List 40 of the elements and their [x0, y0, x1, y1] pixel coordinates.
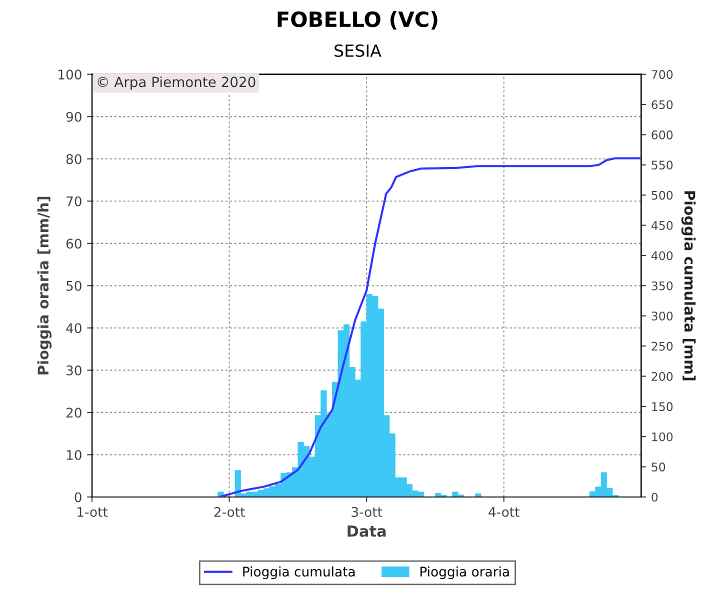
y2-tick-label: 550	[652, 160, 673, 170]
y2-axis-title: Pioggia cumulata [mm]	[681, 191, 696, 380]
y2-tick-label: 600	[652, 130, 673, 140]
y2-tick-label: 400	[651, 251, 673, 260]
legend-label: Pioggia cumulata	[243, 566, 355, 580]
x-axis-title: Data	[348, 526, 386, 537]
x-tick-label: 4-ott	[488, 507, 520, 517]
y2-tick-label: 250	[652, 342, 673, 351]
y2-tick-label: 700	[652, 70, 673, 79]
chart-title: FOBELLO (VC)	[278, 11, 438, 30]
y-tick-label: 30	[66, 365, 82, 376]
y-tick-label: 20	[66, 408, 82, 418]
y2-tick-label: 100	[652, 432, 673, 442]
bar	[475, 493, 482, 498]
y-tick-label: 40	[66, 323, 82, 334]
y-tick-label: 60	[66, 238, 82, 249]
legend-label: Pioggia oraria	[420, 566, 509, 580]
y2-tick-label: 50	[652, 462, 666, 472]
chart-subtitle: SESIA	[334, 44, 382, 57]
y2-tick-label: 650	[652, 100, 673, 110]
y2-tick-label: 500	[652, 190, 673, 200]
y2-tick-label: 300	[652, 312, 673, 321]
y-axis-title: Pioggia oraria [mm/h]	[37, 196, 52, 374]
y-tick-label: 50	[66, 280, 82, 291]
x-tick-label: 1-ott	[78, 507, 108, 517]
y2-tick-label: 350	[652, 281, 673, 290]
y2-tick-label: 450	[651, 221, 673, 230]
annotation: © Arpa Piemonte 2020	[98, 76, 256, 90]
y-tick-label: 0	[74, 492, 82, 502]
line-series	[218, 157, 642, 498]
y2-tick-label: 150	[652, 402, 673, 412]
y-tick-label: 100	[58, 70, 82, 80]
y-tick-label: 90	[66, 112, 82, 122]
y-tick-label: 80	[66, 154, 82, 164]
x-tick-label: 3-ott	[352, 506, 382, 517]
y2-tick-label: 0	[652, 492, 658, 502]
y2-tick-label: 200	[652, 372, 673, 381]
y-tick-label: 70	[66, 196, 82, 206]
y-tick-label: 10	[66, 450, 82, 460]
x-tick-label: 2-ott	[214, 506, 245, 517]
